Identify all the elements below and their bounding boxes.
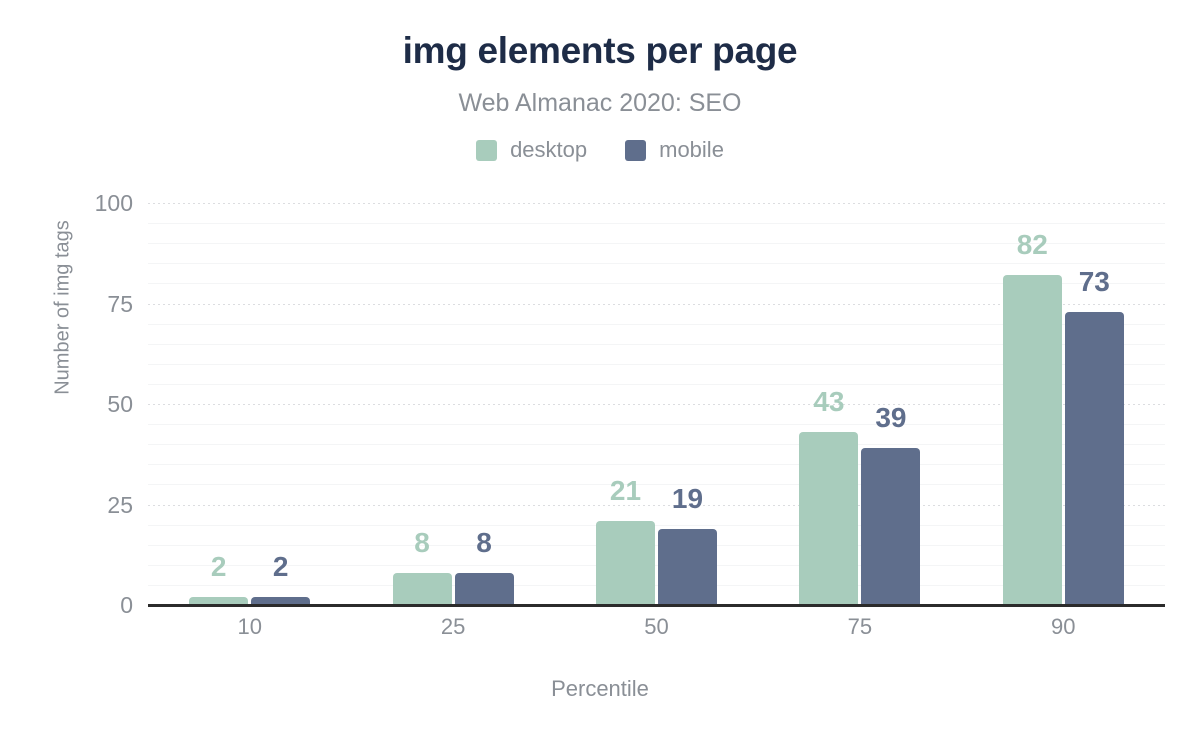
legend-swatch-desktop bbox=[476, 139, 498, 161]
bar-value-label-mobile-50: 19 bbox=[671, 482, 704, 514]
x-tick-label: 75 bbox=[847, 614, 873, 639]
gridline-minor bbox=[148, 424, 1165, 426]
legend-item-desktop[interactable]: desktop bbox=[476, 139, 587, 161]
y-tick-label: 0 bbox=[120, 592, 133, 618]
gridline-minor bbox=[148, 484, 1165, 486]
y-tick-label: 75 bbox=[107, 290, 133, 317]
bar-desktop-90[interactable] bbox=[1002, 275, 1062, 605]
bar-value-label-desktop-25: 8 bbox=[414, 526, 430, 558]
legend-item-mobile[interactable]: mobile bbox=[625, 139, 724, 161]
chart-title: img elements per page bbox=[402, 30, 798, 71]
chart-legend: desktop mobile bbox=[0, 139, 1200, 161]
gridline-minor bbox=[148, 343, 1165, 345]
plot-area: 2 2 8 8 21 19 43 39 82 73 bbox=[148, 203, 1165, 605]
x-tick-label: 25 bbox=[440, 614, 466, 639]
bar-mobile-75[interactable] bbox=[861, 448, 921, 605]
legend-label-mobile: mobile bbox=[659, 137, 724, 162]
legend-label-desktop: desktop bbox=[510, 137, 588, 162]
bar-value-label-mobile-10: 2 bbox=[272, 550, 289, 582]
gridline-minor bbox=[148, 283, 1165, 285]
chart-subtitle: Web Almanac 2020: SEO bbox=[458, 89, 742, 117]
gridline-major bbox=[148, 404, 1165, 405]
bar-desktop-75[interactable] bbox=[799, 432, 859, 605]
y-tick-label: 100 bbox=[94, 190, 133, 216]
gridline-minor bbox=[148, 383, 1165, 385]
gridline-minor bbox=[148, 444, 1165, 446]
x-axis-title: Percentile bbox=[551, 676, 649, 701]
bar-mobile-10[interactable] bbox=[251, 596, 311, 605]
bar-value-label-mobile-25: 8 bbox=[476, 526, 492, 558]
gridline-minor bbox=[148, 243, 1165, 245]
gridline-major bbox=[148, 203, 1165, 204]
bar-value-label-desktop-50: 21 bbox=[609, 474, 642, 506]
y-tick-label: 25 bbox=[107, 491, 133, 518]
gridline-minor bbox=[148, 223, 1165, 225]
x-axis-line bbox=[148, 604, 1165, 607]
bar-value-label-desktop-10: 2 bbox=[210, 550, 227, 582]
bar-mobile-90[interactable] bbox=[1064, 311, 1124, 605]
gridline-minor bbox=[148, 323, 1165, 325]
bar-value-label-mobile-90: 73 bbox=[1078, 265, 1110, 297]
gridline-minor bbox=[148, 524, 1165, 526]
gridline-minor bbox=[148, 464, 1165, 466]
gridline-minor bbox=[148, 363, 1165, 365]
gridline-minor bbox=[148, 544, 1165, 546]
x-tick-label: 50 bbox=[644, 614, 669, 639]
bar-mobile-50[interactable] bbox=[658, 528, 717, 605]
bar-mobile-25[interactable] bbox=[454, 572, 514, 605]
y-tick-label: 50 bbox=[107, 391, 133, 417]
bar-value-label-desktop-90: 82 bbox=[1016, 229, 1048, 261]
legend-swatch-mobile bbox=[625, 139, 647, 161]
bar-desktop-50[interactable] bbox=[596, 520, 655, 605]
bar-value-label-desktop-75: 43 bbox=[813, 386, 845, 418]
x-tick-label: 90 bbox=[1051, 614, 1076, 639]
bar-desktop-10[interactable] bbox=[189, 596, 249, 605]
gridline-minor bbox=[148, 263, 1165, 265]
gridline-major bbox=[148, 504, 1165, 506]
gridline-major bbox=[148, 303, 1165, 305]
gridline-minor bbox=[148, 564, 1165, 566]
bar-value-label-mobile-75: 39 bbox=[875, 402, 907, 434]
bar-desktop-25[interactable] bbox=[392, 572, 452, 605]
gridline-minor bbox=[148, 584, 1165, 586]
y-axis-title: Number of img tags bbox=[51, 220, 74, 395]
x-tick-label: 10 bbox=[237, 614, 262, 639]
